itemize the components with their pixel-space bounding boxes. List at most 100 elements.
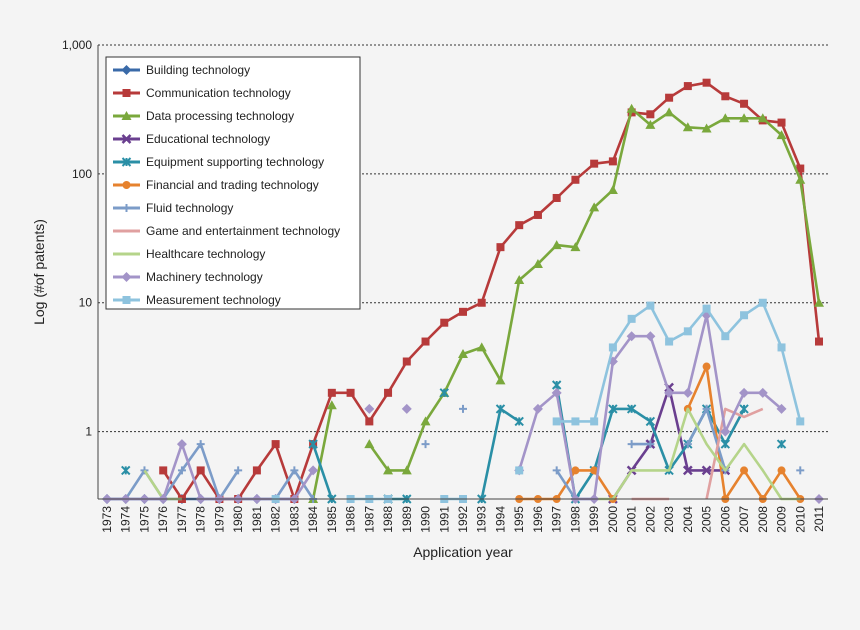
x-tick-label: 1974 — [119, 506, 133, 533]
x-tick-label: 2007 — [737, 506, 751, 533]
data-point — [364, 403, 375, 414]
data-point — [533, 210, 542, 219]
data-point — [234, 466, 243, 475]
legend-label: Machinery technology — [146, 270, 263, 284]
series-line — [311, 405, 334, 500]
data-point — [459, 307, 467, 316]
x-tick-label: 1981 — [250, 506, 264, 533]
data-point — [626, 331, 637, 342]
data-point — [664, 387, 675, 398]
y-tick-label: 1 — [85, 425, 92, 439]
x-tick-label: 1982 — [269, 506, 283, 533]
data-point — [571, 417, 580, 426]
data-point — [646, 440, 655, 449]
data-point — [589, 202, 600, 212]
data-point — [364, 439, 375, 449]
x-tick-label: 1988 — [381, 506, 395, 533]
legend-item: Building technology — [113, 63, 250, 77]
series-line — [556, 301, 802, 423]
data-point — [777, 466, 786, 475]
legend-label: Equipment supporting technology — [146, 155, 324, 169]
data-point — [739, 404, 749, 414]
x-tick-label: 1980 — [231, 506, 245, 533]
legend-label: Fluid technology — [146, 201, 233, 215]
x-tick-label: 1993 — [475, 506, 489, 533]
x-axis-label: Application year — [413, 544, 513, 560]
x-tick-label: 1997 — [550, 506, 564, 533]
data-point — [515, 221, 524, 230]
data-point — [458, 349, 468, 359]
data-point — [176, 439, 187, 450]
legend-item: Healthcare technology — [113, 247, 265, 261]
data-point — [646, 110, 655, 119]
x-tick-label: 2001 — [625, 506, 639, 533]
data-point — [720, 113, 731, 123]
data-point — [327, 388, 336, 397]
data-point — [814, 297, 824, 307]
legend: Building technology Communication technol… — [105, 56, 361, 310]
data-point — [514, 275, 525, 285]
data-point — [627, 440, 636, 449]
data-point — [121, 111, 132, 120]
x-tick-label: 1977 — [175, 506, 189, 533]
data-point — [721, 92, 730, 101]
series-group — [103, 404, 805, 503]
data-point — [271, 440, 280, 449]
x-tick-label: 1984 — [306, 506, 320, 533]
data-point — [196, 466, 205, 475]
data-point — [626, 103, 637, 113]
data-point — [590, 466, 599, 475]
legend-item: Game and entertainment technology — [113, 224, 340, 238]
data-point — [626, 404, 637, 414]
series-line — [594, 407, 801, 501]
data-point — [702, 362, 711, 371]
data-point — [121, 134, 132, 144]
data-point — [552, 193, 561, 202]
data-point — [645, 119, 656, 129]
x-tick-label: 1996 — [531, 506, 545, 533]
legend-label: Communication technology — [146, 86, 291, 100]
data-point — [570, 242, 581, 252]
data-point — [495, 375, 506, 385]
legend-item: Data processing technology — [113, 109, 294, 123]
data-point — [608, 404, 618, 414]
data-point — [515, 466, 524, 475]
data-point — [683, 327, 692, 336]
series-line — [311, 443, 334, 500]
data-point — [421, 440, 430, 449]
legend-label: Data processing technology — [146, 109, 294, 123]
data-point — [796, 164, 805, 173]
data-point — [682, 465, 693, 476]
data-point — [551, 240, 562, 250]
data-point — [122, 89, 131, 97]
data-point — [683, 82, 692, 91]
x-tick-label: 2010 — [793, 506, 807, 533]
x-tick-label: 1973 — [100, 506, 114, 533]
data-point — [140, 466, 149, 475]
data-point — [290, 466, 299, 475]
data-point — [777, 118, 786, 127]
data-point — [571, 466, 580, 475]
data-point — [308, 465, 319, 476]
x-tick-label: 1975 — [137, 506, 151, 533]
data-point — [740, 466, 749, 475]
x-tick-label: 1985 — [325, 506, 339, 533]
legend-label: Building technology — [146, 63, 250, 77]
data-point — [664, 107, 675, 117]
legend-label: Financial and trading technology — [146, 178, 319, 192]
data-point — [365, 417, 374, 426]
series-group — [143, 407, 801, 501]
data-point — [777, 343, 786, 352]
data-point — [121, 157, 132, 167]
data-point — [477, 298, 486, 307]
data-point — [440, 318, 449, 327]
data-point — [551, 387, 562, 398]
x-tick-label: 2008 — [756, 506, 770, 533]
data-point — [439, 388, 449, 398]
x-tick-label: 2006 — [718, 506, 732, 533]
data-point — [421, 337, 430, 346]
data-point — [346, 388, 355, 397]
data-point — [122, 204, 131, 212]
data-point — [401, 465, 412, 475]
x-tick-label: 2002 — [643, 506, 657, 533]
